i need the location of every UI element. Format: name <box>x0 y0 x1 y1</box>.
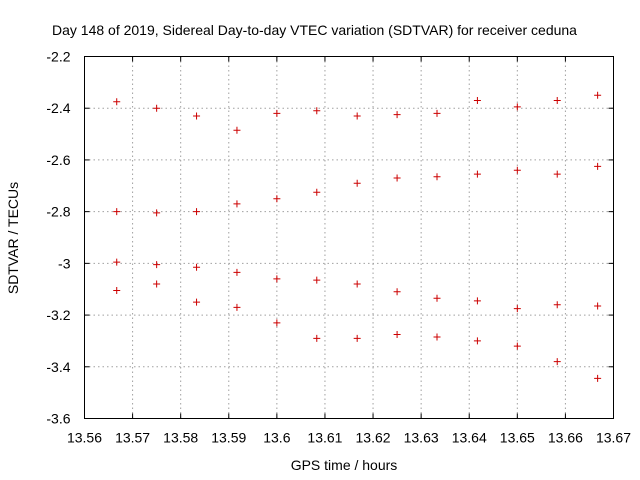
data-point <box>393 288 401 296</box>
data-point <box>513 166 521 174</box>
data-point <box>433 333 441 341</box>
data-point <box>473 337 481 345</box>
plot-frame <box>84 56 614 419</box>
data-point <box>313 188 321 196</box>
data-point <box>553 96 561 104</box>
data-point <box>233 303 241 311</box>
data-point <box>433 109 441 117</box>
x-axis-label: GPS time / hours <box>291 457 398 473</box>
data-point <box>193 298 201 306</box>
x-tick-label: 13.65 <box>500 430 535 446</box>
x-tick-label: 13.64 <box>452 430 487 446</box>
data-point <box>193 208 201 216</box>
y-axis-label: SDTVAR / TECUs <box>5 182 21 294</box>
x-tick-label: 13.57 <box>115 430 150 446</box>
grid <box>84 56 614 419</box>
data-point <box>594 91 602 99</box>
data-point <box>473 297 481 305</box>
data-point <box>353 112 361 120</box>
data-point <box>313 276 321 284</box>
data-point <box>553 170 561 178</box>
x-tick-label: 13.63 <box>404 430 439 446</box>
data-point <box>273 109 281 117</box>
tick-labels: 13.56 13.57 13.58 13.59 13.6 13.61 13.62 13.63 1… <box>46 49 631 446</box>
y-tick-label: -2.8 <box>46 204 70 220</box>
x-tick-label: 13.67 <box>596 430 631 446</box>
data-point <box>313 334 321 342</box>
data-point <box>153 261 161 269</box>
data-points <box>113 91 602 382</box>
data-point <box>433 294 441 302</box>
x-tick-label: 13.61 <box>307 430 342 446</box>
y-tick-label: -3.6 <box>46 411 70 427</box>
data-point <box>233 200 241 208</box>
data-point <box>113 287 121 295</box>
data-point <box>393 111 401 119</box>
data-point <box>433 173 441 181</box>
data-point <box>153 280 161 288</box>
data-point <box>193 263 201 271</box>
y-tick-label: -2.4 <box>46 100 70 116</box>
data-point <box>513 103 521 111</box>
data-point <box>513 305 521 313</box>
data-point <box>273 275 281 283</box>
data-point <box>153 104 161 112</box>
x-tick-label: 13.59 <box>211 430 246 446</box>
data-point <box>113 98 121 106</box>
series-2 <box>113 162 602 217</box>
series-1 <box>113 91 602 134</box>
data-point <box>353 334 361 342</box>
y-tick-label: -2.2 <box>46 49 70 65</box>
data-point <box>273 319 281 327</box>
y-tick-label: -3.4 <box>46 359 70 375</box>
data-point <box>233 268 241 276</box>
data-point <box>273 195 281 203</box>
y-tick-label: -3.2 <box>46 307 70 323</box>
series-4 <box>113 280 602 382</box>
y-tick-label: -3 <box>58 255 71 271</box>
data-point <box>113 258 121 266</box>
x-tick-label: 13.56 <box>67 430 102 446</box>
data-point <box>393 174 401 182</box>
data-point <box>153 209 161 217</box>
data-point <box>473 96 481 104</box>
data-point <box>313 107 321 115</box>
data-point <box>553 358 561 366</box>
data-point <box>353 179 361 187</box>
data-point <box>393 330 401 338</box>
data-point <box>594 374 602 382</box>
data-point <box>594 162 602 170</box>
y-tick-label: -2.6 <box>46 152 70 168</box>
x-tick-label: 13.6 <box>263 430 290 446</box>
series-3 <box>113 258 602 313</box>
chart-title: Day 148 of 2019, Sidereal Day-to-day VTE… <box>52 22 577 38</box>
data-point <box>553 301 561 309</box>
x-tick-label: 13.66 <box>548 430 583 446</box>
data-point <box>594 302 602 310</box>
data-point <box>233 126 241 134</box>
data-point <box>113 208 121 216</box>
data-point <box>513 342 521 350</box>
x-tick-label: 13.62 <box>356 430 391 446</box>
data-point <box>473 170 481 178</box>
data-point <box>193 112 201 120</box>
x-tick-label: 13.58 <box>163 430 198 446</box>
data-point <box>353 280 361 288</box>
